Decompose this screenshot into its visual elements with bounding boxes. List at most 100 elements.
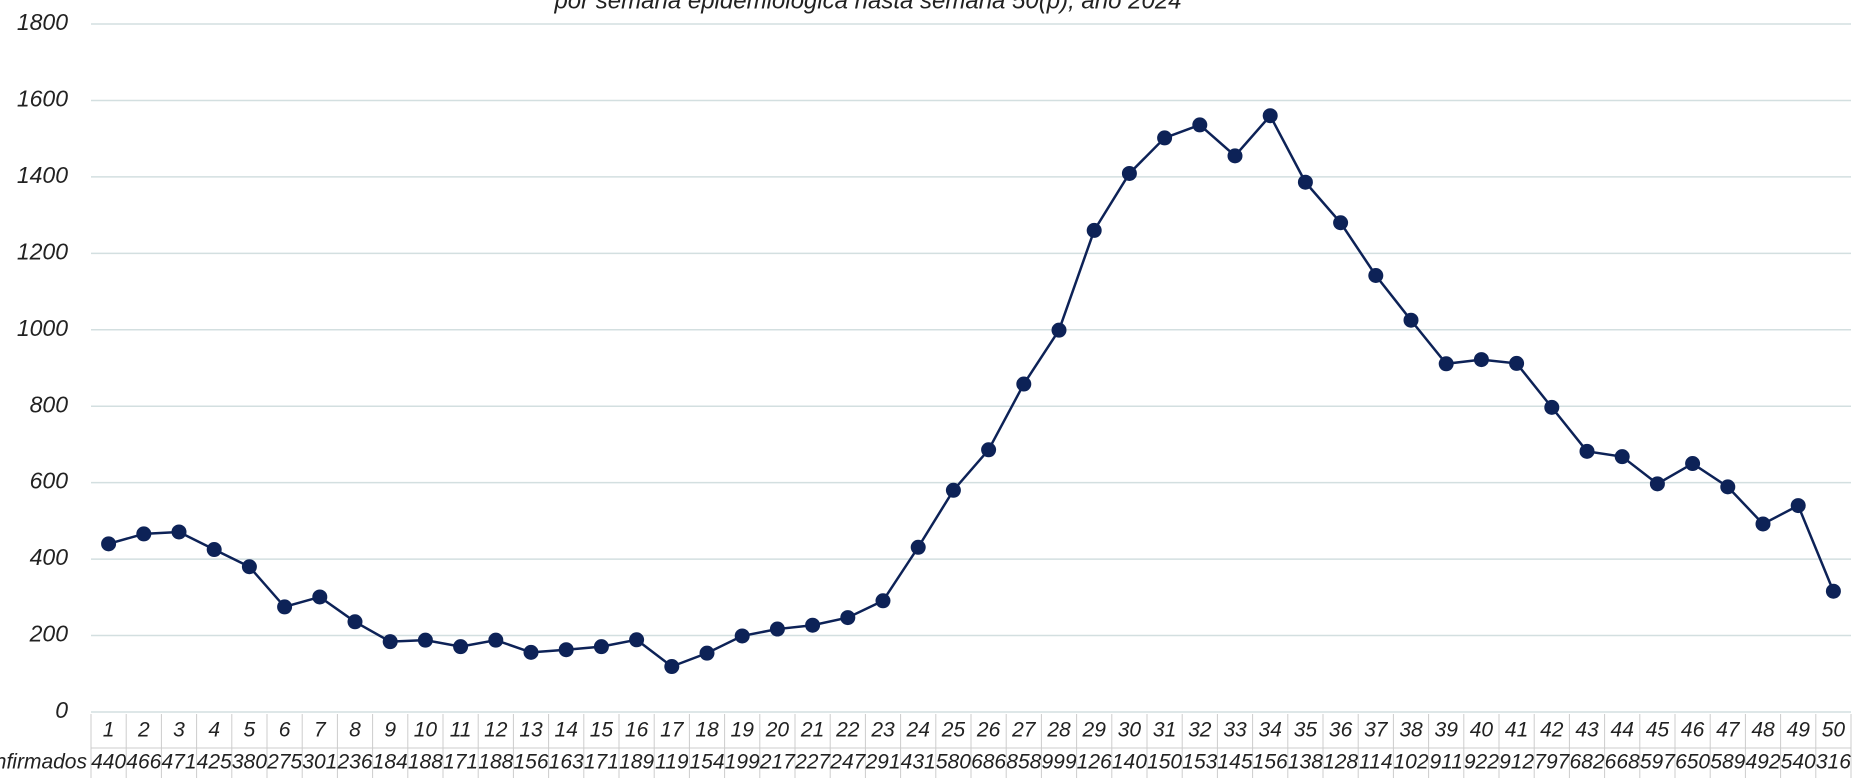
- data-label: 682: [1569, 751, 1604, 774]
- data-label: 128: [1323, 751, 1358, 774]
- point: [699, 645, 715, 661]
- point: [875, 593, 891, 609]
- point: [101, 536, 117, 552]
- legend-label: Confirmados: [0, 751, 87, 774]
- x-tick-label: 48: [1751, 719, 1775, 742]
- point: [277, 599, 293, 615]
- data-label: 668: [1605, 751, 1640, 774]
- data-label: 188: [408, 751, 443, 774]
- point: [1368, 268, 1384, 284]
- x-tick-label: 11: [450, 719, 472, 742]
- point: [206, 542, 222, 558]
- data-label: 156: [1253, 751, 1288, 774]
- data-label: 466: [126, 751, 161, 774]
- point: [593, 639, 609, 655]
- data-label: 275: [266, 751, 302, 774]
- x-tick-label: 32: [1188, 719, 1212, 742]
- point: [1086, 222, 1102, 238]
- x-tick-label: 21: [800, 719, 824, 742]
- data-label: 911: [1429, 751, 1462, 774]
- data-label: 471: [161, 751, 196, 774]
- point: [523, 644, 539, 660]
- data-label: 492: [1745, 751, 1780, 774]
- chart-title: por semana epidemiológica hasta semana 5…: [553, 0, 1181, 14]
- point: [1509, 355, 1525, 371]
- data-label: 184: [373, 751, 408, 774]
- x-tick-label: 35: [1294, 719, 1318, 742]
- x-tick-label: 24: [906, 719, 930, 742]
- point: [1825, 583, 1841, 599]
- data-label: 301: [302, 751, 337, 774]
- x-tick-label: 14: [555, 719, 578, 742]
- x-tick-label: 40: [1470, 719, 1494, 742]
- y-tick-label: 600: [30, 468, 69, 494]
- point: [805, 617, 821, 633]
- x-tick-label: 5: [244, 719, 256, 742]
- point: [1614, 449, 1630, 465]
- point: [488, 632, 504, 648]
- point: [910, 539, 926, 555]
- x-tick-label: 28: [1046, 719, 1071, 742]
- x-tick-label: 38: [1399, 719, 1423, 742]
- point: [1297, 174, 1313, 190]
- point: [1579, 443, 1595, 459]
- data-label: 163: [549, 751, 584, 774]
- series-line: [108, 113, 1835, 668]
- data-label: 138: [1288, 751, 1323, 774]
- x-tick-label: 42: [1540, 719, 1564, 742]
- data-label: 145: [1217, 751, 1252, 774]
- point: [347, 614, 363, 630]
- x-tick-label: 4: [208, 719, 220, 742]
- point: [453, 639, 469, 655]
- data-label: 999: [1041, 751, 1076, 774]
- y-tick-label: 800: [30, 391, 69, 417]
- data-label: 797: [1534, 751, 1570, 774]
- x-tick-label: 29: [1082, 719, 1107, 742]
- y-tick-label: 200: [29, 621, 69, 647]
- data-label: 189: [619, 751, 654, 774]
- point: [1438, 356, 1454, 372]
- data-label: 922: [1464, 751, 1499, 774]
- data-label: 247: [829, 751, 866, 774]
- point: [1262, 108, 1278, 124]
- data-label: 425: [197, 751, 232, 774]
- point: [1227, 148, 1243, 164]
- y-tick-label: 1800: [17, 9, 68, 35]
- point: [1720, 479, 1736, 495]
- y-tick-label: 400: [30, 544, 69, 570]
- y-tick-label: 1200: [17, 238, 68, 264]
- data-label: 236: [336, 751, 372, 774]
- data-label: 316: [1816, 751, 1851, 774]
- data-label: 858: [1006, 751, 1041, 774]
- x-tick-label: 27: [1011, 719, 1037, 742]
- point: [1157, 130, 1173, 146]
- point: [1544, 399, 1560, 415]
- x-tick-label: 8: [349, 719, 361, 742]
- x-tick-label: 7: [314, 719, 327, 742]
- data-label: 199: [725, 751, 760, 774]
- data-label: 597: [1640, 751, 1676, 774]
- data-label: 440: [91, 751, 126, 774]
- point: [136, 526, 152, 542]
- y-tick-label: 0: [55, 697, 68, 723]
- x-tick-label: 18: [695, 719, 719, 742]
- x-tick-label: 22: [835, 719, 860, 742]
- x-tick-label: 15: [590, 719, 614, 742]
- x-tick-label: 45: [1646, 719, 1670, 742]
- x-tick-label: 47: [1716, 719, 1741, 742]
- point: [769, 621, 785, 637]
- data-label: 102: [1393, 751, 1428, 774]
- data-label: 140: [1112, 751, 1147, 774]
- point: [1790, 498, 1806, 514]
- data-label: 540: [1781, 751, 1816, 774]
- point: [629, 632, 645, 648]
- x-tick-label: 39: [1435, 719, 1459, 742]
- data-label: 153: [1182, 751, 1217, 774]
- point: [171, 524, 187, 540]
- point: [1192, 117, 1208, 133]
- data-label: 126: [1077, 751, 1112, 774]
- x-tick-label: 19: [731, 719, 755, 742]
- data-label: 150: [1147, 751, 1182, 774]
- point: [1473, 352, 1489, 368]
- data-label: 171: [584, 751, 619, 774]
